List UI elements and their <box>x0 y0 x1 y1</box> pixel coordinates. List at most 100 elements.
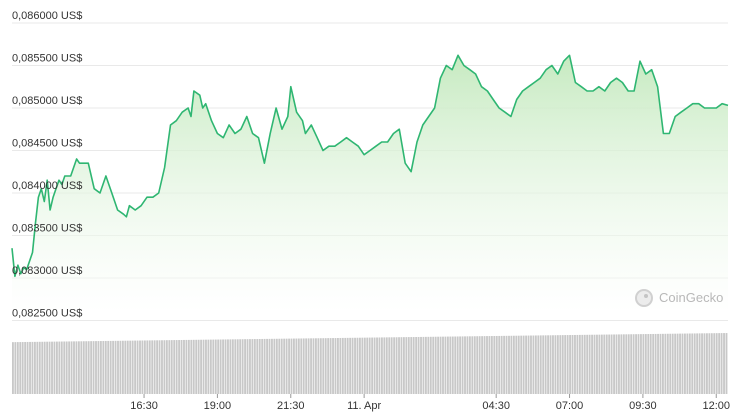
volume-bar <box>263 338 266 394</box>
volume-bar <box>73 341 75 394</box>
volume-bar <box>278 338 281 394</box>
volume-bar <box>55 341 58 394</box>
x-axis-ticks: 16:30 19:00 21:30 11. Apr 04:30 07:00 09:30 12:… <box>130 394 730 412</box>
volume-bar <box>385 337 388 394</box>
volume-bar <box>725 333 728 394</box>
volume-bar <box>486 336 488 394</box>
volume-bar <box>183 339 185 394</box>
volume-bar <box>31 341 34 394</box>
volume-bar <box>522 335 525 394</box>
volume-bar <box>517 335 520 394</box>
volume-bar <box>371 337 374 394</box>
volume-bar <box>36 341 39 394</box>
volume-bar <box>456 336 459 394</box>
volume-bar <box>525 335 528 394</box>
volume-bar <box>307 338 310 394</box>
volume-bar <box>82 341 85 394</box>
volume-bar <box>58 341 61 394</box>
y-tick-label: 0,086000 US$ <box>12 10 82 22</box>
watermark-text: CoinGecko <box>659 290 723 305</box>
volume-bar <box>407 337 410 394</box>
volume-bar <box>131 340 134 394</box>
volume-bar <box>534 335 537 394</box>
volume-bar <box>163 340 166 394</box>
volume-bar <box>275 338 278 394</box>
volume-bar <box>175 340 178 394</box>
volume-bar <box>559 335 562 394</box>
volume-bar <box>666 333 669 394</box>
volume-bar <box>271 338 273 394</box>
volume-bar <box>139 340 141 394</box>
volume-bar <box>544 335 547 394</box>
volume-bar <box>610 334 613 394</box>
volume-bar <box>41 341 44 394</box>
volume-bar <box>351 337 354 394</box>
x-tick-label: 16:30 <box>130 400 158 412</box>
volume-bar <box>468 336 471 394</box>
volume-bar <box>241 339 244 394</box>
volume-bar <box>476 336 479 394</box>
volume-bar <box>686 333 689 394</box>
volume-bar <box>454 336 457 394</box>
volume-bar <box>608 334 611 394</box>
volume-bar <box>473 336 476 394</box>
volume-bar <box>300 338 303 394</box>
volume-bar <box>227 339 229 394</box>
volume-bar <box>354 337 356 394</box>
volume-bar <box>109 340 112 394</box>
volume-bar <box>305 338 308 394</box>
volume-bar <box>366 337 369 394</box>
volume-bar <box>185 339 188 394</box>
volume-bar <box>537 335 540 394</box>
volume-bar <box>549 335 552 394</box>
volume-bar <box>361 337 364 394</box>
volume-bar <box>388 337 391 394</box>
x-tick-label: 11. Apr <box>347 400 381 412</box>
volume-bar <box>117 340 119 394</box>
volume-bar <box>21 342 24 394</box>
volume-bar <box>556 335 559 394</box>
volume-bar <box>383 337 386 394</box>
volume-bar <box>412 337 415 394</box>
volume-bar <box>26 341 29 394</box>
volume-bar <box>24 341 27 394</box>
volume-bar <box>341 337 344 394</box>
volume-bar <box>256 339 259 394</box>
volume-bar <box>104 340 107 394</box>
volume-bar <box>322 338 325 394</box>
volume-bar <box>29 341 31 394</box>
volume-bar <box>669 333 672 394</box>
volume-bar <box>268 338 271 394</box>
x-tick-label: 07:00 <box>556 400 584 412</box>
volume-bar <box>43 341 46 394</box>
volume-bar <box>231 339 234 394</box>
volume-bar <box>161 340 163 394</box>
volume-bar <box>427 336 430 394</box>
volume-bar <box>598 334 601 394</box>
volume-bar <box>368 337 371 394</box>
volume-bar <box>332 338 334 394</box>
volume-bar <box>515 335 518 394</box>
volume-bar <box>674 333 677 394</box>
volume-bar <box>530 335 532 394</box>
volume-bar <box>224 339 227 394</box>
volume-bar <box>170 340 173 394</box>
volume-bar <box>424 336 427 394</box>
volume-bar <box>552 335 554 394</box>
volume-bar <box>290 338 293 394</box>
volume-bar <box>398 337 400 394</box>
volume-bar <box>652 333 655 394</box>
volume-bar <box>90 341 93 394</box>
volume-bar <box>187 339 190 394</box>
volume-bar <box>229 339 232 394</box>
volume-bar <box>439 336 442 394</box>
volume-bar <box>214 339 217 394</box>
volume-bar <box>51 341 53 394</box>
volume-bar <box>376 337 378 394</box>
volume-bar <box>222 339 224 394</box>
volume-bar <box>478 336 481 394</box>
volume-bar <box>554 335 557 394</box>
volume-bar <box>576 334 579 394</box>
volume-bar <box>219 339 222 394</box>
